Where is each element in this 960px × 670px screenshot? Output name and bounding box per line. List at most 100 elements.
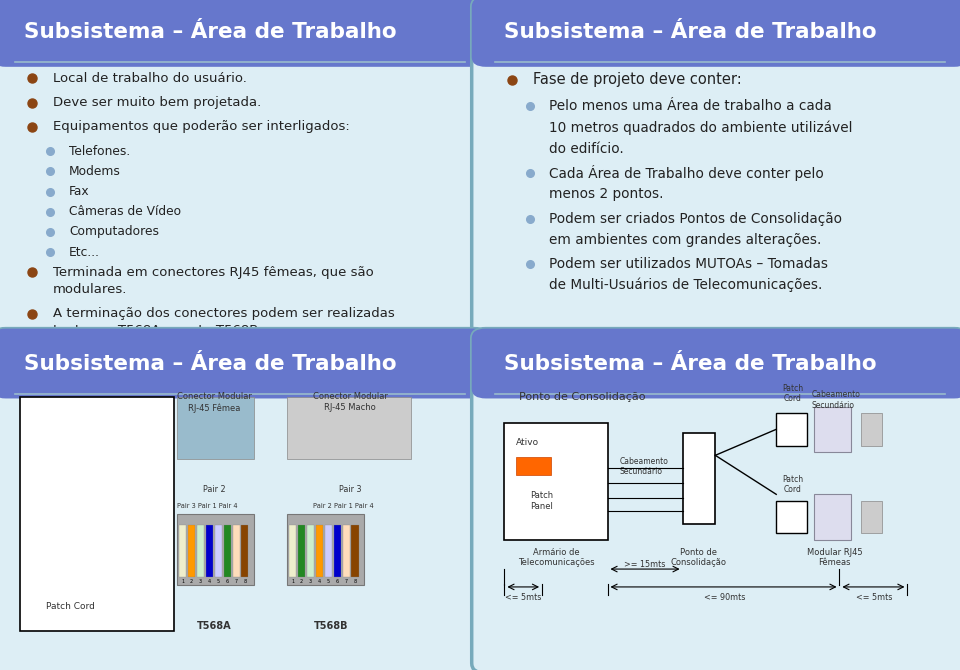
Bar <box>814 494 852 540</box>
Text: Patch
Panel: Patch Panel <box>531 491 554 511</box>
Bar <box>20 397 175 631</box>
Bar <box>188 525 195 577</box>
Text: 3: 3 <box>309 580 312 584</box>
Text: Subsistema – Área de Trabalho: Subsistema – Área de Trabalho <box>505 22 877 42</box>
Bar <box>343 525 349 577</box>
Text: 6: 6 <box>226 580 228 584</box>
Text: T568A: T568A <box>197 621 231 631</box>
Bar <box>334 525 341 577</box>
Text: menos 2 pontos.: menos 2 pontos. <box>549 187 663 201</box>
Bar <box>232 525 240 577</box>
Text: tanto em T568A quanto T568B.: tanto em T568A quanto T568B. <box>53 324 262 337</box>
Text: em ambientes com grandes alterações.: em ambientes com grandes alterações. <box>549 232 822 247</box>
Text: Ponto de Consolidação: Ponto de Consolidação <box>518 392 645 402</box>
Text: 4: 4 <box>318 580 321 584</box>
Bar <box>6 364 474 389</box>
FancyBboxPatch shape <box>0 0 489 67</box>
Text: Pair 2: Pair 2 <box>203 485 226 494</box>
Text: 7: 7 <box>234 580 237 584</box>
Text: Modems: Modems <box>69 165 121 178</box>
Text: 2: 2 <box>300 580 303 584</box>
Bar <box>814 407 852 452</box>
Text: Etc...: Etc... <box>69 245 100 259</box>
Text: 1: 1 <box>291 580 295 584</box>
Text: <= 5mts: <= 5mts <box>505 594 541 602</box>
Bar <box>6 32 474 57</box>
Text: Ponto de
Consolidação: Ponto de Consolidação <box>671 548 727 567</box>
Bar <box>299 525 305 577</box>
FancyBboxPatch shape <box>471 0 960 67</box>
Bar <box>241 525 249 577</box>
Text: Subsistema – Área de Trabalho: Subsistema – Área de Trabalho <box>505 354 877 374</box>
Text: 5: 5 <box>326 580 330 584</box>
Text: <= 90mts: <= 90mts <box>704 594 745 602</box>
Text: Conector Modular
RJ-45 Fêmea: Conector Modular RJ-45 Fêmea <box>177 392 252 413</box>
Text: A terminação dos conectores podem ser realizadas: A terminação dos conectores podem ser re… <box>53 307 395 320</box>
Text: Podem ser utilizados MUTOAs – Tomadas: Podem ser utilizados MUTOAs – Tomadas <box>549 257 828 271</box>
Bar <box>197 525 204 577</box>
Bar <box>177 397 254 458</box>
Text: Ativo: Ativo <box>516 438 540 447</box>
Text: <= 5mts: <= 5mts <box>856 594 893 602</box>
Text: Pair 2 Pair 1 Pair 4: Pair 2 Pair 1 Pair 4 <box>313 502 373 509</box>
Text: Computadores: Computadores <box>69 225 159 239</box>
Bar <box>324 525 332 577</box>
Text: Fax: Fax <box>69 185 89 198</box>
Text: Patch
Cord: Patch Cord <box>782 475 804 494</box>
Bar <box>351 525 358 577</box>
Text: Local de trabalho do usuário.: Local de trabalho do usuário. <box>53 72 247 84</box>
Text: Podem ser criados Pontos de Consolidação: Podem ser criados Pontos de Consolidação <box>549 212 842 226</box>
Text: 6: 6 <box>336 580 339 584</box>
Text: Deve ser muito bem projetada.: Deve ser muito bem projetada. <box>53 96 261 109</box>
Bar <box>516 457 551 475</box>
Bar <box>287 397 411 458</box>
Text: Equipamentos que poderão ser interligados:: Equipamentos que poderão ser interligado… <box>53 121 349 133</box>
Bar <box>505 423 608 540</box>
FancyBboxPatch shape <box>471 328 960 670</box>
Text: T568B: T568B <box>314 621 348 631</box>
Text: Conector Modular
RJ-45 Macho: Conector Modular RJ-45 Macho <box>313 392 388 412</box>
Text: Telefones.: Telefones. <box>69 145 131 158</box>
Bar <box>486 32 954 57</box>
Text: Câmeras de Vídeo: Câmeras de Vídeo <box>69 205 181 218</box>
Text: Fase de projeto deve conter:: Fase de projeto deve conter: <box>533 72 741 87</box>
Bar <box>205 525 213 577</box>
Bar <box>307 525 314 577</box>
Text: Patch Cord: Patch Cord <box>45 602 94 611</box>
Text: Subsistema – Área de Trabalho: Subsistema – Área de Trabalho <box>25 354 397 374</box>
Text: 1: 1 <box>181 580 184 584</box>
Text: Cabeamento
Secundário: Cabeamento Secundário <box>619 457 668 476</box>
Bar <box>777 501 806 533</box>
Bar <box>683 433 715 523</box>
Text: Pelo menos uma Área de trabalho a cada: Pelo menos uma Área de trabalho a cada <box>549 99 831 113</box>
Text: Terminada em conectores RJ45 fêmeas, que são: Terminada em conectores RJ45 fêmeas, que… <box>53 266 373 279</box>
FancyBboxPatch shape <box>0 328 489 399</box>
Bar <box>316 525 323 577</box>
Bar <box>486 364 954 389</box>
FancyBboxPatch shape <box>0 328 489 670</box>
Text: de Multi-Usuários de Telecomunicações.: de Multi-Usuários de Telecomunicações. <box>549 278 823 292</box>
Text: Pair 3: Pair 3 <box>339 485 361 494</box>
Text: Subsistema – Área de Trabalho: Subsistema – Área de Trabalho <box>25 22 397 42</box>
Text: Modular RJ45
Fêmeas: Modular RJ45 Fêmeas <box>807 548 863 567</box>
Text: Cada Área de Trabalho deve conter pelo: Cada Área de Trabalho deve conter pelo <box>549 165 824 181</box>
FancyBboxPatch shape <box>471 0 960 342</box>
Text: Armário de
Telecomunicações: Armário de Telecomunicações <box>517 548 594 567</box>
Text: 4: 4 <box>207 580 211 584</box>
Text: 5: 5 <box>217 580 220 584</box>
Bar <box>777 413 806 446</box>
Bar <box>289 525 297 577</box>
Bar <box>287 514 364 586</box>
Text: Pair 3 Pair 1 Pair 4: Pair 3 Pair 1 Pair 4 <box>177 502 237 509</box>
Text: 10 metros quadrados do ambiente utilizável: 10 metros quadrados do ambiente utilizáv… <box>549 121 852 135</box>
Text: 2: 2 <box>190 580 193 584</box>
Bar <box>215 525 222 577</box>
Text: >= 15mts: >= 15mts <box>624 559 665 569</box>
Bar <box>224 525 230 577</box>
FancyBboxPatch shape <box>0 0 489 342</box>
Text: 7: 7 <box>345 580 348 584</box>
Text: modulares.: modulares. <box>53 283 127 296</box>
Bar <box>177 514 254 586</box>
Text: 8: 8 <box>243 580 247 584</box>
Bar <box>860 501 881 533</box>
